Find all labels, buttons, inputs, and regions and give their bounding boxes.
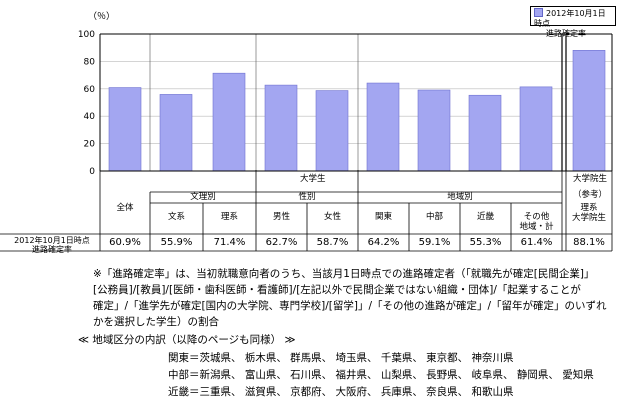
column-header-9: 理系 大学院生 [566,203,612,223]
column-header-5: 関東 [358,212,409,222]
column-header-line1: その他 [523,212,550,222]
region-heading: ≪ 地域区分の内訳（以降のページも同様） ≫ [78,334,296,346]
value-cell-0: 60.9% [109,237,141,248]
bar-5 [366,82,400,172]
column-header-line1: 中部 [425,212,443,222]
row-label-line2: 進路確定率 [32,245,72,254]
group-label-inseisei: 大学院生 [572,174,607,184]
value-cell-4: 58.7% [316,237,349,248]
column-header-1: 文系 [150,212,203,222]
legend-swatch [534,8,543,17]
bar-chart: 0 20 40 60 80 100 （％） [78,11,613,177]
bar-9 [572,50,606,172]
column-header-line1: 関東 [374,212,392,222]
region-kinki: 近畿＝三重県、 滋賀県、 京都府、 大阪府、 兵庫県、 奈良県、 和歌山県 [168,386,514,398]
column-header-line1: 理系 [580,203,598,213]
column-header-line1: 文系 [167,212,185,222]
chart-bars [108,50,606,172]
footnote-line-3: 確定」/「進学先が確定[国内の大学院、専門学校]/[留学]」/「その他の進路が確… [93,300,607,312]
value-cell-5: 64.2% [367,237,400,248]
y-tick-label: 20 [84,140,96,150]
bar-3 [264,84,298,172]
y-tick-label: 40 [84,112,96,122]
column-header-line1: 全体 [116,203,134,213]
region-kanto: 関東＝茨城県、 栃木県、 群馬県、 埼玉県、 千葉県、 東京都、 神奈川県 [168,352,514,364]
column-header-7: 近畿 [460,212,511,222]
value-cell-9: 88.1% [573,237,605,248]
footnote-line-4: かを選択した学生）の割合 [93,316,219,328]
data-table [0,170,613,252]
column-header-line2: 大学院生 [571,213,606,223]
y-tick-label: 0 [89,167,95,177]
bar-8 [519,86,553,172]
column-header-3: 男性 [256,212,307,222]
column-header-0: 全体 [100,203,150,213]
y-axis-unit: （％） [88,11,115,22]
column-header-2: 理系 [203,212,256,222]
footnote-line-2: [公務員]/[教員]/[医師・歯科医師・看護師]/[左記以外で民間企業ではない組… [93,284,581,296]
sankou-label: （参考） [572,190,607,200]
value-cell-8: 61.4% [520,237,553,248]
footnote: ※「進路確定率」は、当初就職意向者のうち、当該月1日時点での進路確定者（「就職先… [93,266,623,330]
column-header-line2: 地域・計 [519,222,554,232]
value-cell-1: 55.9% [160,237,193,248]
row-label-line1: 2012年10月1日時点 [14,236,90,245]
chart-legend: 2012年10月1日時点 進路確定率 [530,6,616,38]
group-label-seibetsu: 性別 [298,192,316,202]
value-cell-6: 59.1% [418,237,451,248]
row-label: 2012年10月1日時点 進路確定率 [8,236,96,254]
group-label-daigakusei: 大学生 [300,174,326,184]
y-tick-label: 100 [78,30,95,40]
chart-yticks: 0 20 40 60 80 100 [78,30,95,177]
bar-1 [159,94,193,172]
column-header-8: その他 地域・計 [511,212,562,232]
column-header-line1: 理系 [220,212,238,222]
legend-label-1: 2012年10月1日時点 [534,9,606,28]
column-header-4: 女性 [307,212,358,222]
column-header-6: 中部 [409,212,460,222]
group-label-bunri: 文理別 [190,192,216,202]
value-cell-2: 71.4% [213,237,246,248]
column-header-line1: 男性 [272,212,290,222]
footnote-line-1: ※「進路確定率」は、当初就職意向者のうち、当該月1日時点での進路確定者（「就職先… [93,268,595,280]
group-label-chiiki: 地域別 [447,192,473,202]
region-chubu: 中部＝新潟県、 富山県、 石川県、 福井県、 山梨県、 長野県、 岐阜県、 静岡… [168,369,594,381]
bar-4 [315,90,349,172]
y-tick-label: 60 [84,85,96,95]
column-header-line1: 近畿 [476,212,494,222]
bar-0 [108,87,142,172]
bar-2 [212,72,246,172]
bar-6 [417,89,451,172]
value-cell-3: 62.7% [265,237,298,248]
column-header-line1: 女性 [323,212,341,222]
y-tick-label: 80 [84,57,96,67]
legend-label-2: 進路確定率 [546,29,586,38]
value-cell-7: 55.3% [469,237,502,248]
bar-7 [468,94,502,172]
